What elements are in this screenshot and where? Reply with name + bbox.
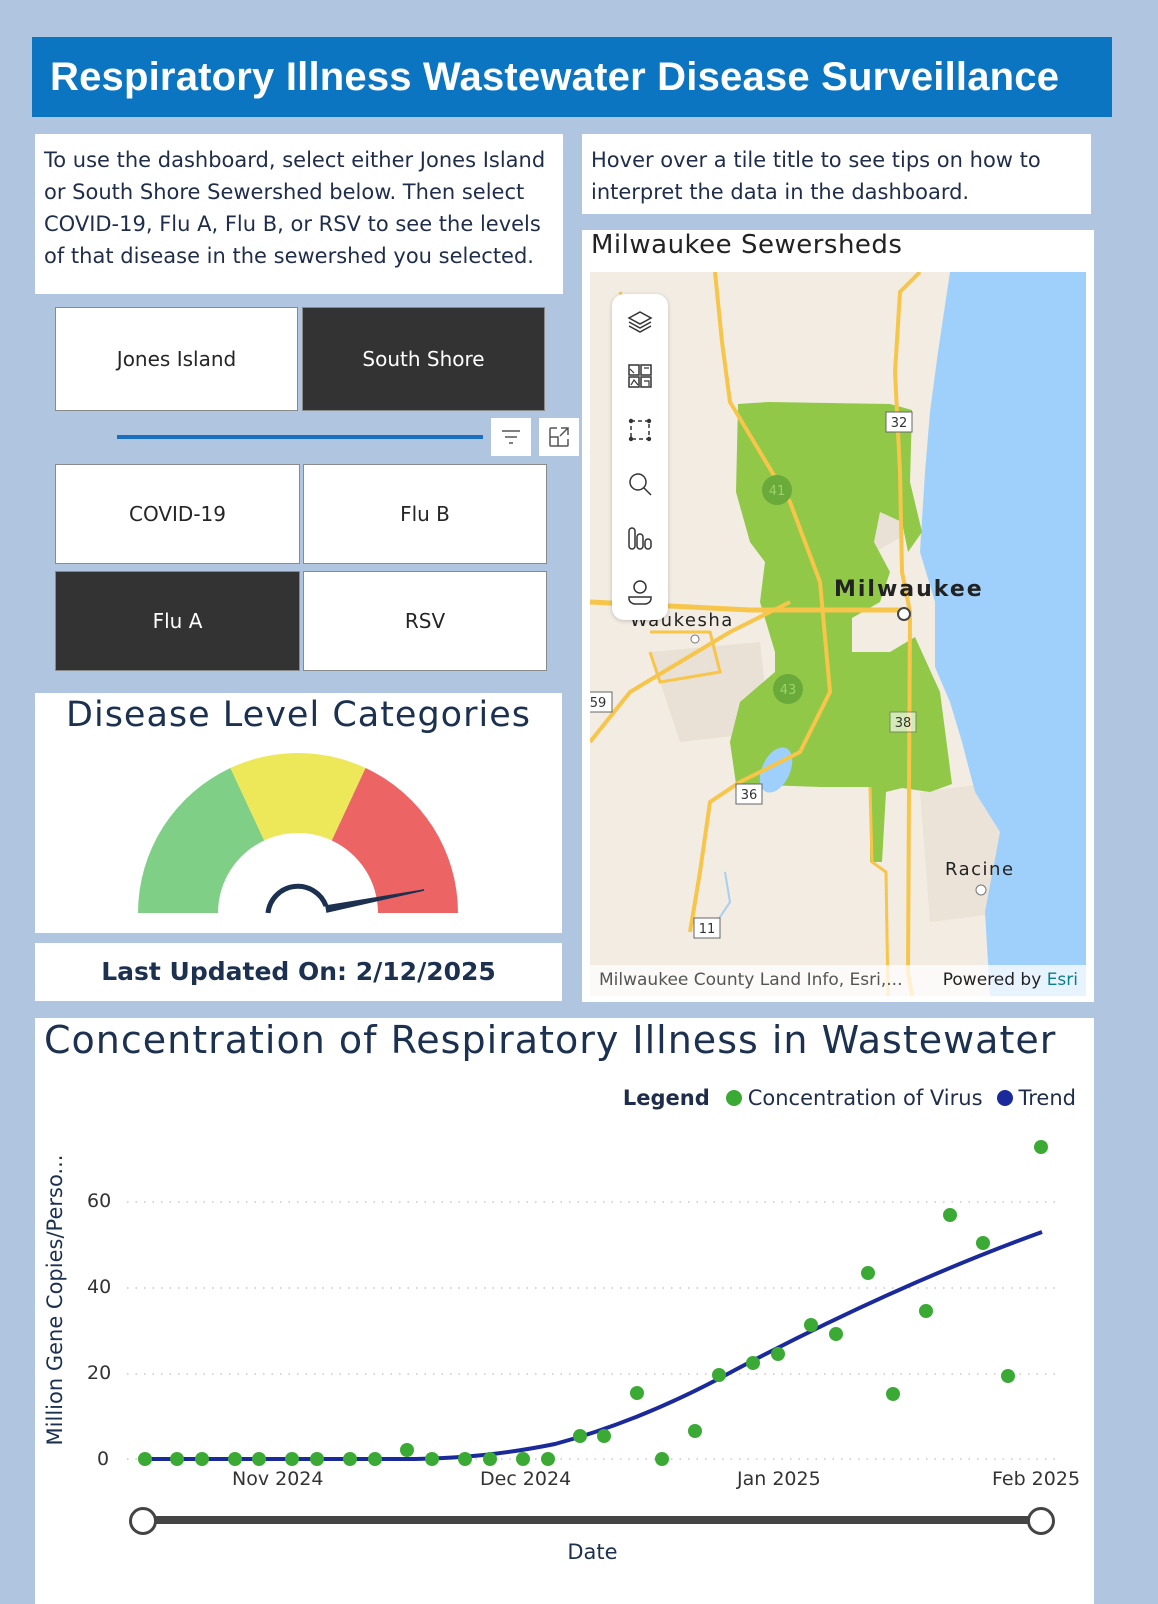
legend-dot-concentration-icon bbox=[725, 1090, 742, 1106]
select-rectangle-icon bbox=[628, 418, 652, 442]
date-slider-track[interactable] bbox=[143, 1516, 1041, 1524]
disease-level-gauge bbox=[138, 753, 458, 914]
flu-b-button[interactable]: Flu B bbox=[303, 464, 547, 564]
trend-line bbox=[145, 1230, 1043, 1461]
user-button[interactable] bbox=[612, 566, 668, 618]
flu-b-label: Flu B bbox=[400, 502, 450, 526]
jones-island-button[interactable]: Jones Island bbox=[55, 307, 298, 411]
y-tick-0: 0 bbox=[97, 1448, 110, 1470]
south-shore-label: South Shore bbox=[362, 347, 485, 371]
x-axis-label: Date bbox=[567, 1540, 618, 1564]
last-updated-panel: Last Updated On: 2/12/2025 bbox=[35, 943, 562, 1001]
filter-button[interactable] bbox=[491, 418, 531, 456]
attribution-text: Milwaukee County Land Info, Esri,... bbox=[599, 970, 903, 990]
instructions-text: To use the dashboard, select either Jone… bbox=[44, 148, 546, 268]
concentration-scatter-plot bbox=[127, 1140, 1055, 1466]
focus-mode-button[interactable] bbox=[539, 418, 579, 456]
y-tick-60: 60 bbox=[87, 1190, 112, 1212]
gauge-segment-low bbox=[138, 768, 265, 913]
rsv-label: RSV bbox=[404, 609, 446, 633]
chart-button[interactable] bbox=[612, 512, 668, 564]
hover-tip-text: Hover over a tile title to see tips on h… bbox=[591, 148, 1041, 204]
instructions-panel: To use the dashboard, select either Jone… bbox=[35, 134, 563, 294]
legend-trend[interactable]: Trend bbox=[1018, 1086, 1076, 1110]
last-updated-text: Last Updated On: 2/12/2025 bbox=[101, 957, 496, 986]
map-attribution: Milwaukee County Land Info, Esri,... Pow… bbox=[590, 965, 1086, 996]
basemap-gallery-icon bbox=[628, 364, 652, 388]
user-icon bbox=[628, 580, 652, 605]
sewershed-map[interactable]: 32 41 43 38 59 36 11 Milwaukee Waukesha … bbox=[590, 272, 1086, 996]
rsv-button[interactable]: RSV bbox=[303, 571, 547, 671]
flu-a-button[interactable]: Flu A bbox=[55, 571, 300, 671]
covid-19-button[interactable]: COVID-19 bbox=[55, 464, 300, 564]
racine-label: Racine bbox=[945, 859, 1015, 880]
hover-tip-panel: Hover over a tile title to see tips on h… bbox=[582, 134, 1091, 214]
y-tick-40: 40 bbox=[87, 1276, 112, 1298]
x-tick-dec-2024: Dec 2024 bbox=[480, 1468, 572, 1490]
layers-icon bbox=[627, 311, 653, 333]
legend-dot-trend-icon bbox=[996, 1090, 1013, 1106]
south-shore-button[interactable]: South Shore bbox=[302, 307, 545, 411]
x-tick-nov-2024: Nov 2024 bbox=[232, 1468, 324, 1490]
legend-title: Legend bbox=[622, 1086, 710, 1110]
map-panel: Milwaukee Sewersheds 32 41 43 38 59 36 bbox=[582, 230, 1094, 1002]
flu-a-label: Flu A bbox=[152, 609, 203, 633]
chart-icon bbox=[628, 527, 652, 550]
sewershed-slicer: Jones Island South Shore bbox=[55, 307, 545, 411]
date-slider-end-handle[interactable] bbox=[1027, 1507, 1055, 1535]
gauge-needle bbox=[325, 889, 425, 913]
gauge-needle-hub bbox=[265, 883, 329, 914]
chart-title[interactable]: Concentration of Respiratory Illness in … bbox=[44, 1018, 1057, 1062]
jones-island-label: Jones Island bbox=[116, 347, 237, 371]
map-search-button[interactable] bbox=[612, 458, 668, 510]
svg-text:32: 32 bbox=[891, 416, 908, 431]
x-tick-feb-2025: Feb 2025 bbox=[992, 1468, 1081, 1490]
chart-panel: Concentration of Respiratory Illness in … bbox=[35, 1018, 1094, 1604]
search-icon bbox=[629, 473, 652, 496]
map-title[interactable]: Milwaukee Sewersheds bbox=[591, 230, 903, 260]
date-slider-start-handle[interactable] bbox=[129, 1507, 157, 1535]
svg-text:59: 59 bbox=[590, 696, 606, 711]
gauge-panel: Disease Level Categories bbox=[35, 693, 562, 933]
south-shore-sewershed bbox=[730, 402, 952, 862]
chart-legend: Legend Concentration of Virus Trend bbox=[623, 1086, 1076, 1110]
dashboard-title: Respiratory Illness Wastewater Disease S… bbox=[32, 37, 1112, 117]
gauge-segment-high bbox=[331, 768, 458, 913]
concentration-points bbox=[138, 1140, 1048, 1466]
basemap-gallery-button[interactable] bbox=[612, 350, 668, 402]
gauge-title[interactable]: Disease Level Categories bbox=[66, 695, 531, 735]
slicer-selection-indicator bbox=[117, 435, 483, 439]
y-tick-20: 20 bbox=[87, 1362, 112, 1384]
filter-icon bbox=[502, 430, 520, 444]
svg-text:43: 43 bbox=[780, 683, 797, 698]
esri-link[interactable]: Esri bbox=[1046, 970, 1078, 990]
svg-text:38: 38 bbox=[895, 716, 912, 731]
gauge-segment-moderate bbox=[230, 753, 366, 841]
svg-text:36: 36 bbox=[741, 788, 758, 803]
svg-text:11: 11 bbox=[699, 922, 716, 937]
layers-button[interactable] bbox=[612, 296, 668, 348]
powered-by-text: Powered by bbox=[942, 970, 1042, 990]
focus-mode-icon bbox=[549, 427, 569, 447]
covid-19-label: COVID-19 bbox=[128, 502, 226, 526]
disease-slicer: COVID-19 Flu B Flu A RSV bbox=[55, 464, 547, 671]
svg-text:41: 41 bbox=[769, 484, 786, 499]
select-rectangle-button[interactable] bbox=[612, 404, 668, 456]
x-tick-jan-2025: Jan 2025 bbox=[737, 1468, 821, 1490]
milwaukee-label: Milwaukee bbox=[834, 577, 984, 602]
map-toolbar bbox=[612, 294, 668, 620]
legend-concentration[interactable]: Concentration of Virus bbox=[747, 1086, 983, 1110]
